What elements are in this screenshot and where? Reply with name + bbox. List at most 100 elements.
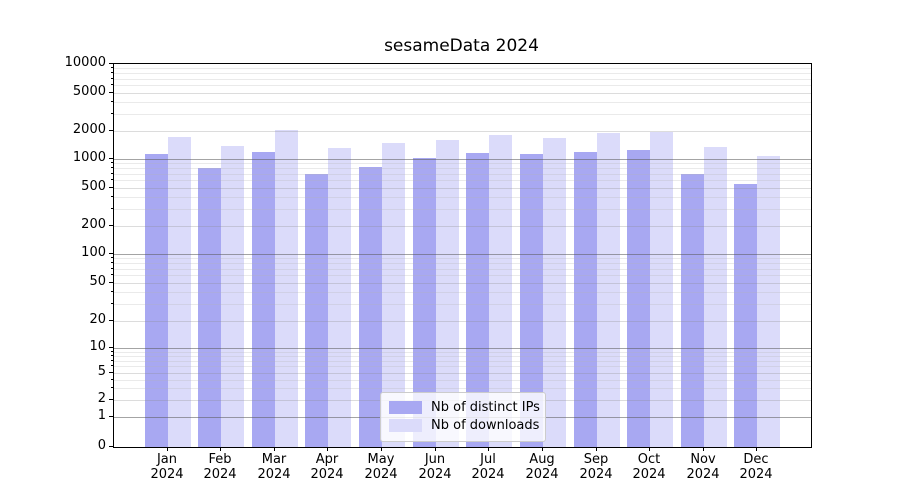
y-minor-tick-mark — [111, 72, 113, 73]
bar-nov-distinct-ips — [681, 174, 704, 447]
y-tick-mark — [109, 320, 113, 321]
x-tick-mark — [488, 447, 489, 451]
bar-may-distinct-ips — [359, 167, 382, 447]
bar-nov-downloads — [704, 147, 727, 447]
bar-mar-downloads — [275, 130, 298, 447]
minor-gridline — [114, 352, 811, 353]
minor-gridline — [114, 388, 811, 389]
bar-jun-distinct-ips — [413, 158, 436, 447]
bar-feb-downloads — [221, 146, 244, 447]
x-tick-mark — [381, 447, 382, 451]
minor-gridline — [114, 380, 811, 381]
y-minor-tick-mark — [111, 360, 113, 361]
gridline-1000 — [114, 159, 811, 160]
gridline-5000 — [114, 93, 811, 94]
y-tick-mark — [109, 282, 113, 283]
x-tick-label-may: May 2024 — [351, 452, 411, 482]
y-tick-mark — [109, 372, 113, 373]
y-minor-tick-mark — [111, 101, 113, 102]
y-tick-label-50: 50 — [89, 274, 106, 289]
y-tick-label-500: 500 — [81, 179, 106, 194]
grid-layer — [114, 64, 811, 447]
minor-gridline — [114, 102, 811, 103]
y-minor-tick-mark — [111, 379, 113, 380]
minor-gridline — [114, 304, 811, 305]
minor-gridline — [114, 209, 811, 210]
x-tick-month: Sep — [583, 452, 609, 467]
bar-dec-downloads — [757, 156, 780, 447]
minor-gridline — [114, 68, 811, 69]
gridline-5 — [114, 373, 811, 374]
x-tick-label-apr: Apr 2024 — [297, 452, 357, 482]
bar-sep-distinct-ips — [574, 152, 597, 447]
bar-jan-downloads — [168, 137, 191, 447]
y-tick-mark — [109, 92, 113, 93]
bar-jul-downloads — [489, 135, 512, 447]
bar-jul-distinct-ips — [466, 153, 489, 447]
x-tick-mark — [542, 447, 543, 451]
y-minor-tick-mark — [111, 351, 113, 352]
y-tick-mark — [109, 130, 113, 131]
minor-gridline — [114, 361, 811, 362]
x-tick-label-jul: Jul 2024 — [458, 452, 518, 482]
minor-gridline — [114, 197, 811, 198]
x-tick-label-jan: Jan 2024 — [137, 452, 197, 482]
x-tick-label-aug: Aug 2024 — [512, 452, 572, 482]
y-tick-label-10000: 10000 — [64, 55, 106, 70]
bar-sep-downloads — [597, 133, 620, 447]
y-tick-mark — [109, 187, 113, 188]
y-minor-tick-mark — [111, 173, 113, 174]
x-tick-month: Jan — [156, 452, 178, 467]
x-tick-month: Mar — [261, 452, 287, 467]
y-minor-tick-mark — [111, 274, 113, 275]
x-tick-year: 2024 — [471, 467, 505, 482]
y-tick-mark — [109, 63, 113, 64]
bar-feb-distinct-ips — [198, 168, 221, 447]
minor-gridline — [114, 79, 811, 80]
y-minor-tick-mark — [111, 67, 113, 68]
x-tick-year: 2024 — [150, 467, 184, 482]
x-tick-year: 2024 — [203, 467, 237, 482]
x-tick-month: Aug — [529, 452, 555, 467]
minor-gridline — [114, 168, 811, 169]
y-tick-mark — [109, 347, 113, 348]
y-minor-tick-mark — [111, 179, 113, 180]
gridline-100 — [114, 254, 811, 255]
y-tick-label-2000: 2000 — [72, 122, 106, 137]
legend: Nb of distinct IPs Nb of downloads — [380, 392, 546, 442]
minor-gridline — [114, 174, 811, 175]
y-minor-tick-mark — [111, 196, 113, 197]
x-tick-label-dec: Dec 2024 — [726, 452, 786, 482]
y-minor-tick-mark — [111, 262, 113, 263]
y-minor-tick-mark — [111, 268, 113, 269]
x-tick-mark — [649, 447, 650, 451]
y-tick-label-5000: 5000 — [72, 84, 106, 99]
bar-dec-distinct-ips — [734, 184, 757, 447]
x-tick-month: Oct — [637, 452, 661, 467]
minor-gridline — [114, 263, 811, 264]
bar-jan-distinct-ips — [145, 154, 168, 447]
legend-swatch-distinct-ips — [389, 401, 422, 414]
x-tick-label-oct: Oct 2024 — [619, 452, 679, 482]
bar-may-downloads — [382, 143, 405, 447]
gridline-500 — [114, 188, 811, 189]
minor-gridline — [114, 366, 811, 367]
gridline-50 — [114, 283, 811, 284]
y-tick-label-5: 5 — [97, 364, 106, 379]
minor-gridline — [114, 180, 811, 181]
y-minor-tick-mark — [111, 78, 113, 79]
x-tick-mark — [435, 447, 436, 451]
x-tick-mark — [167, 447, 168, 451]
x-tick-year: 2024 — [632, 467, 666, 482]
y-tick-label-2: 2 — [97, 391, 106, 406]
legend-swatch-downloads — [389, 419, 422, 432]
bar-aug-downloads — [543, 138, 566, 447]
y-minor-tick-mark — [111, 167, 113, 168]
legend-item-distinct-ips: Nb of distinct IPs — [389, 399, 540, 416]
y-tick-label-1: 1 — [97, 408, 106, 423]
x-tick-year: 2024 — [525, 467, 559, 482]
minor-gridline — [114, 275, 811, 276]
x-tick-label-sep: Sep 2024 — [566, 452, 626, 482]
y-tick-mark — [109, 253, 113, 254]
